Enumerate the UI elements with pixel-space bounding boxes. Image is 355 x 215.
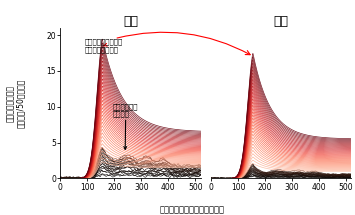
Title: 正立: 正立 (123, 15, 138, 28)
Text: 情報量の累積加算
（ビット/50ミリ秒）: 情報量の累積加算 （ビット/50ミリ秒） (6, 78, 25, 128)
Text: ヒト・サル・図形の
分類情報変化無し: ヒト・サル・図形の 分類情報変化無し (84, 39, 123, 53)
Text: 個体・表情の
情報減少: 個体・表情の 情報減少 (113, 103, 138, 149)
Title: 逆さ: 逆さ (274, 15, 289, 28)
Text: 画像提示後の時間（ミリ秒）: 画像提示後の時間（ミリ秒） (159, 206, 224, 215)
